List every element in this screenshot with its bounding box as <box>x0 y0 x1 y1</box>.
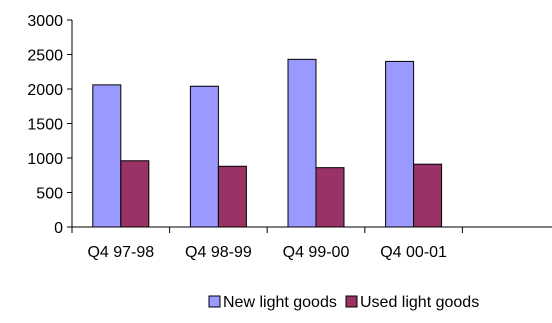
bar-new-light-goods <box>92 84 122 228</box>
y-tick-label: 500 <box>36 186 63 203</box>
y-axis: 0 500 1000 1500 2000 2500 3000 <box>27 13 73 237</box>
y-tick-label: 2000 <box>27 82 63 99</box>
x-category-label: Q4 98-99 <box>185 244 252 261</box>
bar-new-light-goods <box>385 60 415 228</box>
legend-label: New light goods <box>223 294 337 311</box>
bar-new-light-goods <box>189 85 219 228</box>
legend: New light goods Used light goods <box>208 294 479 311</box>
y-tick-label: 1000 <box>27 151 63 168</box>
legend-swatch <box>208 295 221 308</box>
x-category-label: Q4 99-00 <box>283 244 350 261</box>
bar-used-light-goods <box>120 160 150 228</box>
legend-label: Used light goods <box>360 294 479 311</box>
legend-swatch <box>345 295 358 308</box>
bar-used-light-goods <box>315 167 345 228</box>
bar-used-light-goods <box>217 165 247 228</box>
bars <box>92 58 443 228</box>
y-tick-label: 1500 <box>27 117 63 134</box>
x-axis: Q4 97-98 Q4 98-99 Q4 99-00 Q4 00-01 <box>71 226 552 261</box>
y-tick-label: 0 <box>54 220 63 237</box>
x-category-label: Q4 00-01 <box>380 244 447 261</box>
y-tick-label: 3000 <box>27 13 63 30</box>
bar-used-light-goods <box>413 163 443 228</box>
y-tick-label: 2500 <box>27 48 63 65</box>
bar-new-light-goods <box>287 58 317 228</box>
x-category-label: Q4 97-98 <box>87 244 154 261</box>
